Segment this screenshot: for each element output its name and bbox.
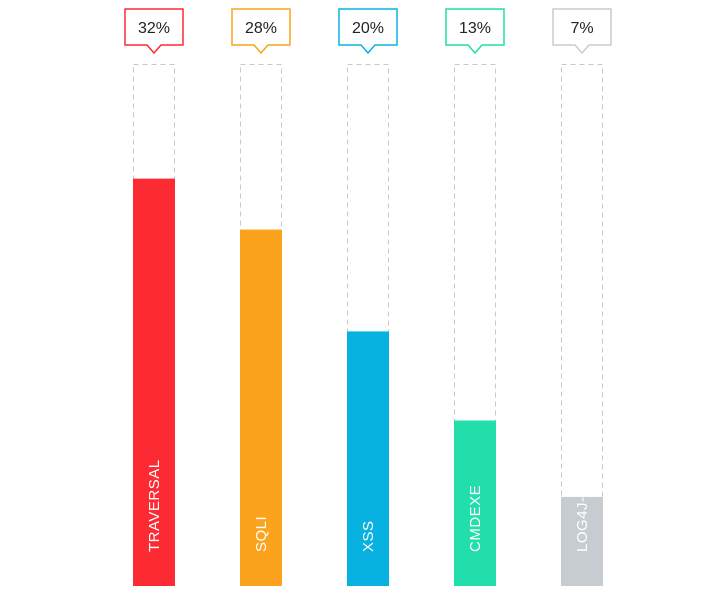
value-callout xyxy=(231,8,291,55)
bar-group: CMDEXE 13% xyxy=(445,8,505,586)
data-label: 13% xyxy=(459,20,491,37)
bar-group: XSS 20% xyxy=(338,8,398,586)
value-callout xyxy=(552,8,612,55)
value-callout xyxy=(124,8,184,55)
bar-category-label: LOG4J-JNDI xyxy=(574,461,591,552)
bar xyxy=(133,178,175,586)
value-callout xyxy=(338,8,398,55)
bar-group: SQLI 28% xyxy=(231,8,291,586)
bar xyxy=(240,229,282,586)
data-label: 32% xyxy=(138,20,170,37)
bar-track xyxy=(561,64,603,586)
bar xyxy=(454,420,496,586)
value-callout xyxy=(445,8,505,55)
data-label: 28% xyxy=(245,20,277,37)
bar-category-label: SQLI xyxy=(253,516,270,552)
bar-track xyxy=(347,64,389,586)
data-label: 7% xyxy=(570,20,593,37)
bar xyxy=(347,331,389,586)
bar-group: TRAVERSAL 32% xyxy=(124,8,184,586)
bar-category-label: TRAVERSAL xyxy=(146,459,163,552)
bar xyxy=(561,496,603,586)
bar-category-label: CMDEXE xyxy=(467,485,484,552)
bar-track xyxy=(454,64,496,586)
bar-category-label: XSS xyxy=(360,520,377,552)
bar-group: LOG4J-JNDI 7% xyxy=(552,8,612,586)
data-label: 20% xyxy=(352,20,384,37)
